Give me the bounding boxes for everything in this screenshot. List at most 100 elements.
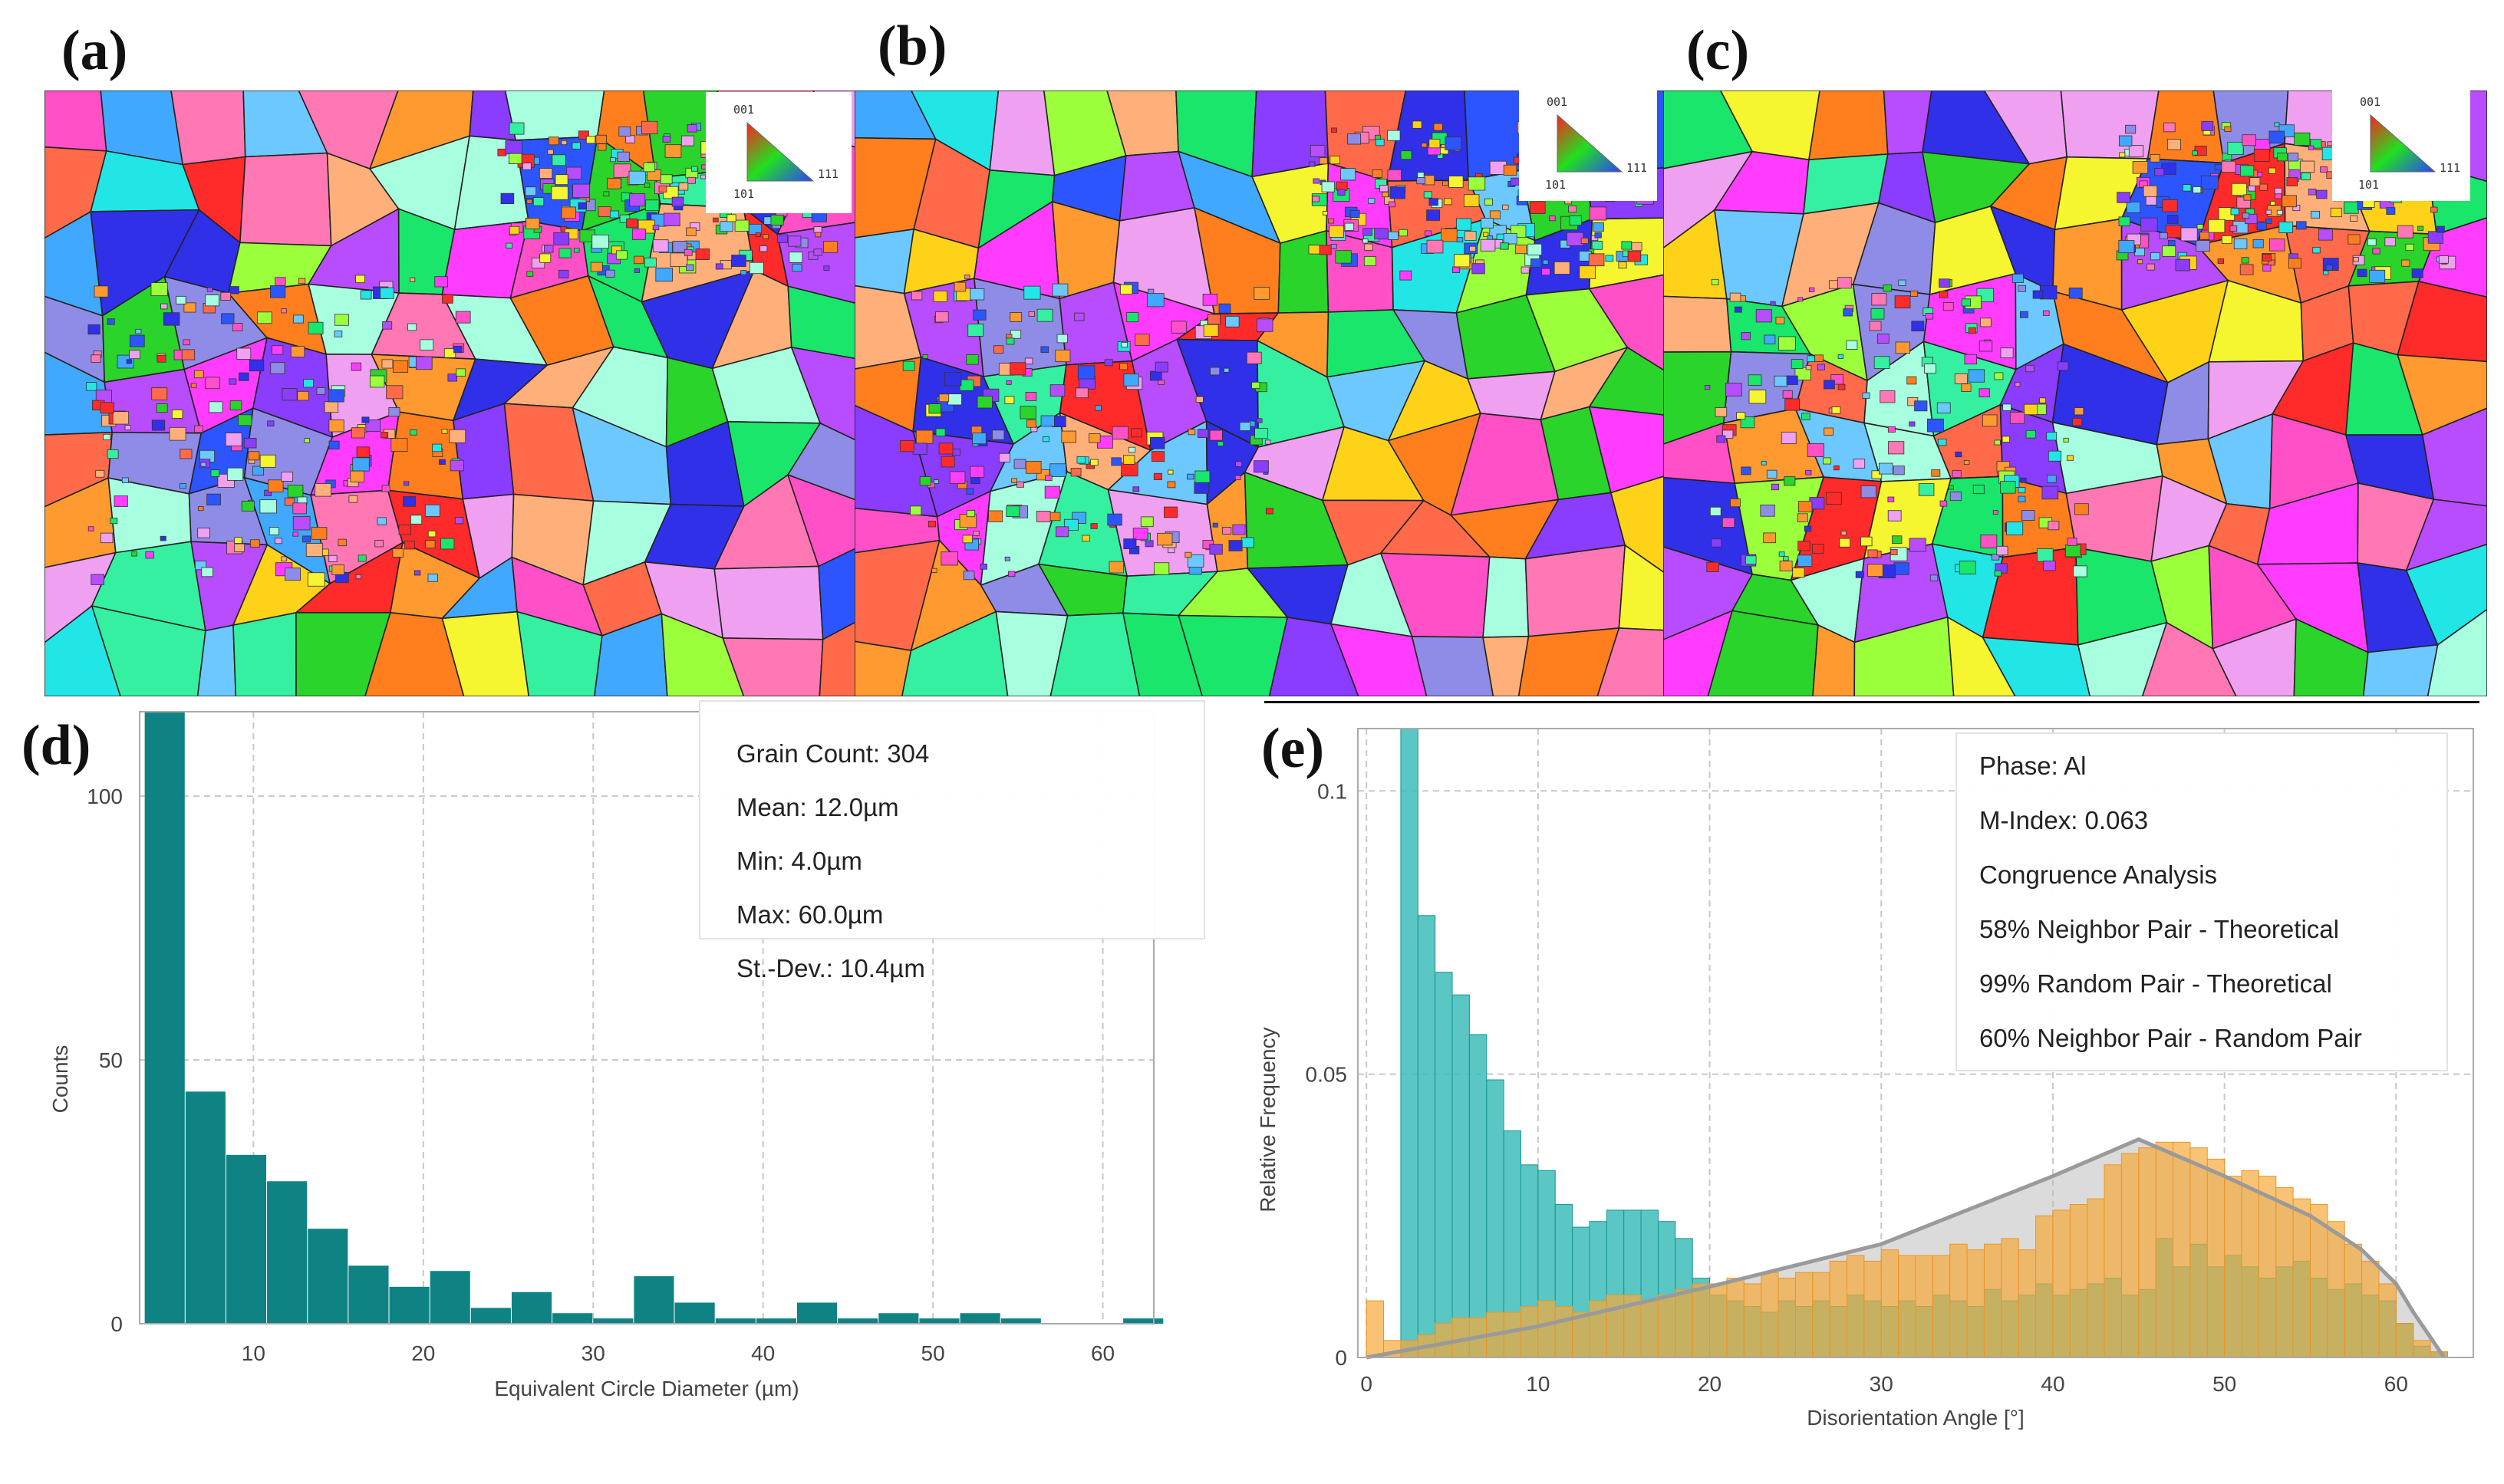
small-grain bbox=[2348, 234, 2361, 245]
small-grain bbox=[578, 202, 588, 210]
histogram-bar bbox=[796, 1302, 838, 1324]
small-grain bbox=[1198, 429, 1209, 438]
small-grain bbox=[2118, 240, 2135, 254]
small-grain bbox=[404, 541, 415, 550]
small-grain bbox=[1824, 380, 1835, 390]
small-grain bbox=[1157, 532, 1173, 546]
histogram-bar bbox=[552, 1313, 593, 1324]
small-grain bbox=[392, 548, 404, 558]
small-grain bbox=[1955, 451, 1962, 458]
small-grain bbox=[1876, 334, 1890, 344]
small-grain bbox=[2316, 189, 2328, 199]
small-grain bbox=[964, 275, 970, 280]
small-grain bbox=[1347, 133, 1361, 145]
small-grain bbox=[1568, 206, 1577, 213]
small-grain bbox=[355, 574, 362, 580]
small-grain bbox=[1433, 123, 1443, 131]
small-grain bbox=[966, 354, 979, 365]
small-grain bbox=[1256, 318, 1273, 332]
small-grain bbox=[221, 313, 235, 324]
small-grain bbox=[973, 531, 980, 536]
small-grain bbox=[449, 429, 466, 443]
small-grain bbox=[193, 370, 204, 379]
small-grain bbox=[220, 291, 232, 301]
random-pair-bar bbox=[1847, 1255, 1865, 1358]
small-grain bbox=[605, 269, 615, 278]
small-grain bbox=[1910, 291, 1918, 297]
small-grain bbox=[1621, 241, 1633, 250]
grain bbox=[364, 611, 465, 696]
grain bbox=[901, 610, 1009, 696]
small-grain bbox=[2277, 153, 2288, 162]
small-grain bbox=[1871, 293, 1887, 306]
random-pair-bar bbox=[1554, 1306, 1573, 1358]
random-pair-bar bbox=[2241, 1170, 2259, 1358]
small-grain bbox=[734, 219, 750, 232]
small-grain bbox=[2132, 161, 2149, 174]
small-grain bbox=[1909, 421, 1916, 427]
small-grain bbox=[1008, 571, 1016, 577]
divider-line bbox=[1264, 701, 2479, 703]
panel-label-b: (b) bbox=[878, 15, 947, 77]
small-grain bbox=[1807, 355, 1815, 363]
small-grain bbox=[87, 526, 94, 531]
small-grain bbox=[566, 166, 582, 179]
small-grain bbox=[1319, 157, 1328, 165]
grain bbox=[516, 610, 603, 696]
grain bbox=[2421, 407, 2487, 507]
small-grain bbox=[1040, 346, 1049, 354]
small-grain bbox=[1968, 369, 1985, 383]
small-grain bbox=[547, 149, 554, 155]
small-grain bbox=[334, 314, 349, 326]
small-grain bbox=[1016, 481, 1024, 488]
small-grain bbox=[2227, 141, 2244, 155]
grain bbox=[989, 90, 1056, 176]
small-grain bbox=[1006, 380, 1012, 385]
small-grain bbox=[1766, 469, 1778, 479]
small-grain bbox=[1952, 470, 1962, 478]
small-grain bbox=[2043, 560, 2056, 571]
small-grain bbox=[2137, 259, 2143, 265]
grain bbox=[1663, 609, 1734, 696]
small-grain bbox=[2294, 132, 2311, 146]
small-grain bbox=[1468, 176, 1486, 191]
small-grain bbox=[590, 262, 603, 272]
small-grain bbox=[1770, 301, 1776, 306]
grain bbox=[722, 637, 824, 696]
small-grain bbox=[420, 339, 434, 350]
stats-line: Mean: 12.0µm bbox=[736, 793, 899, 821]
grain bbox=[91, 604, 206, 696]
random-pair-bar bbox=[1880, 1249, 1899, 1358]
small-grain bbox=[1400, 150, 1412, 160]
small-grain bbox=[2200, 175, 2219, 190]
small-grain bbox=[911, 291, 923, 301]
grain bbox=[2077, 621, 2168, 696]
small-grain bbox=[1044, 485, 1060, 499]
grain bbox=[1946, 616, 2016, 696]
random-pair-bar bbox=[1521, 1306, 1539, 1358]
small-grain bbox=[369, 375, 385, 388]
small-grain bbox=[1888, 441, 1905, 455]
small-grain bbox=[509, 122, 525, 135]
y-tick-label: 50 bbox=[99, 1048, 123, 1072]
ipf-key-111: 111 bbox=[818, 167, 839, 181]
small-grain bbox=[670, 252, 688, 267]
small-grain bbox=[1918, 483, 1935, 496]
small-grain bbox=[193, 425, 203, 433]
small-grain bbox=[922, 354, 928, 359]
small-grain bbox=[2199, 232, 2210, 240]
small-grain bbox=[1814, 354, 1824, 362]
grain bbox=[1663, 295, 1732, 353]
small-grain bbox=[248, 451, 260, 461]
small-grain bbox=[1167, 481, 1176, 489]
small-grain bbox=[351, 427, 365, 439]
small-grain bbox=[899, 440, 914, 452]
small-grain bbox=[1521, 266, 1530, 274]
small-grain bbox=[414, 570, 421, 576]
small-grain bbox=[304, 438, 311, 443]
small-grain bbox=[1846, 340, 1858, 350]
small-grain bbox=[1579, 265, 1596, 279]
small-grain bbox=[1982, 414, 1998, 427]
small-grain bbox=[121, 477, 129, 483]
grain bbox=[786, 422, 868, 505]
